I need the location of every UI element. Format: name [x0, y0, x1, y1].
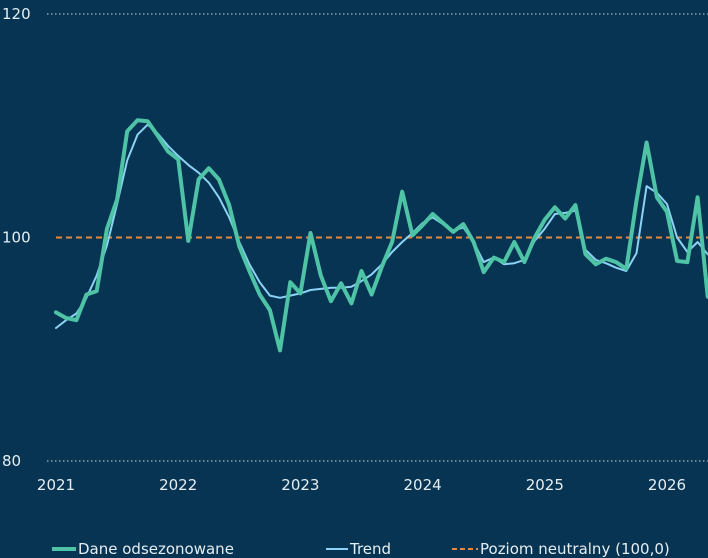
y-tick-label: 120 — [2, 5, 31, 23]
series-line-trend — [55, 123, 708, 329]
x-tick-label: 2023 — [281, 476, 319, 494]
y-tick-label: 80 — [2, 452, 21, 470]
y-tick-label: 100 — [2, 229, 31, 247]
legend-item-dane-odsezonowane-label: Dane odsezonowane — [78, 540, 234, 558]
x-tick-label: 2026 — [648, 476, 686, 494]
x-tick-label: 2021 — [37, 476, 75, 494]
x-tick-label: 2025 — [526, 476, 564, 494]
axis-ticks: 80 100 120 2021 2022 2023 2024 2025 2026 — [2, 5, 686, 494]
series-layer — [54, 118, 708, 353]
legend: Dane odsezonowane Trend Poziom neutralny (… — [52, 540, 670, 558]
x-tick-label: 2022 — [159, 476, 197, 494]
series-line-dane-odsezonowane — [54, 118, 708, 353]
legend-item-poziom-neutralny-label: Poziom neutralny (100,0) — [480, 540, 670, 558]
x-tick-label: 2024 — [404, 476, 442, 494]
legend-item-trend-label: Trend — [349, 540, 391, 558]
